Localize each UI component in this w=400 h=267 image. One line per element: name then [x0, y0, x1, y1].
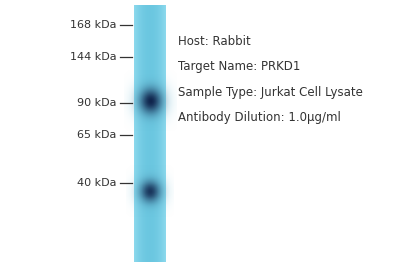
- Text: 40 kDa: 40 kDa: [77, 178, 117, 188]
- Text: 65 kDa: 65 kDa: [78, 130, 117, 140]
- Text: Antibody Dilution: 1.0μg/ml: Antibody Dilution: 1.0μg/ml: [178, 111, 341, 124]
- Text: Host: Rabbit: Host: Rabbit: [178, 35, 251, 48]
- Text: 144 kDa: 144 kDa: [70, 52, 117, 62]
- Text: Sample Type: Jurkat Cell Lysate: Sample Type: Jurkat Cell Lysate: [178, 86, 363, 99]
- Text: Target Name: PRKD1: Target Name: PRKD1: [178, 60, 300, 73]
- Text: 90 kDa: 90 kDa: [77, 98, 117, 108]
- Text: 168 kDa: 168 kDa: [70, 20, 117, 30]
